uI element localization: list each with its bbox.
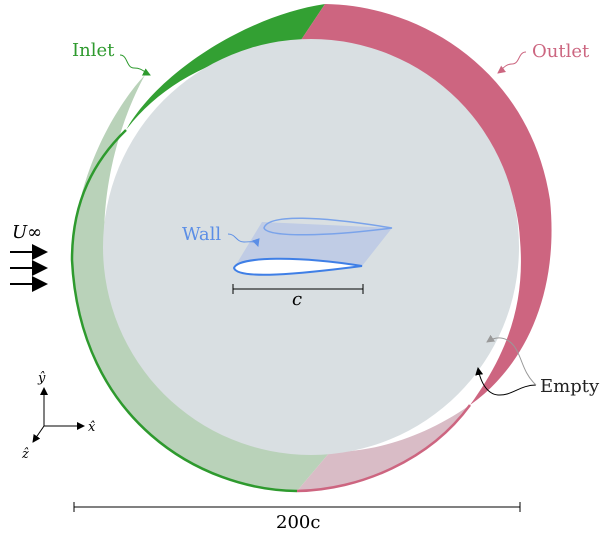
inlet-label: Inlet (72, 40, 115, 61)
outlet-label: Outlet (532, 41, 590, 62)
inlet-top-band (126, 4, 325, 130)
outlet-band (297, 4, 552, 405)
axis-x-label: x̂ (88, 420, 96, 435)
inlet-back-face (72, 75, 330, 491)
axis-z-arrow (32, 425, 45, 443)
freestream-label: U∞ (12, 222, 42, 243)
empty-leader-back (486, 334, 537, 386)
airfoil-back (263, 217, 393, 236)
empty-leader-front (475, 367, 537, 396)
empty-label: Empty (540, 376, 600, 397)
outlet-back-face (297, 405, 470, 491)
chord-label: c (292, 289, 302, 310)
wall-leader (227, 233, 260, 247)
wall-label: Wall (182, 224, 221, 245)
axis-y-label: ŷ (37, 371, 46, 386)
axis-z-label: ẑ (21, 447, 29, 462)
domain-size-label: 200c (276, 512, 320, 533)
outlet-outline (296, 404, 472, 493)
inlet-outline (70, 129, 298, 493)
inlet-leader (119, 54, 151, 76)
outlet-leader (497, 51, 527, 74)
airfoil-front (232, 257, 363, 276)
